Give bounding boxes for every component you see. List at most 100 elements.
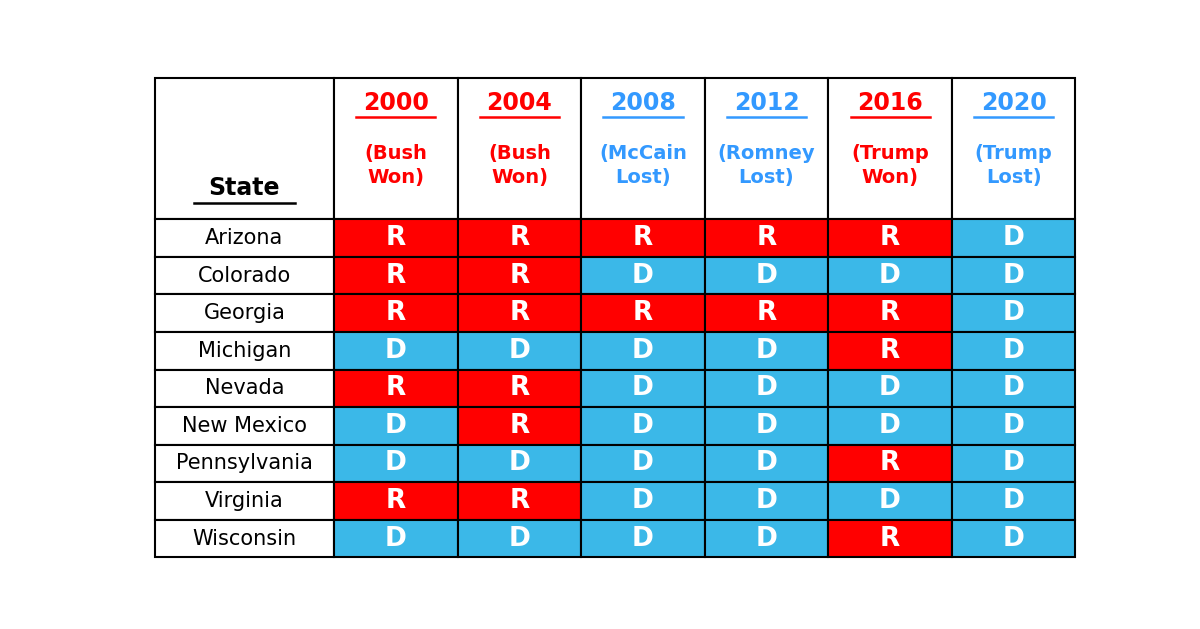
Text: D: D — [385, 338, 407, 364]
Bar — [457, 257, 581, 294]
Text: D: D — [756, 450, 778, 477]
Bar — [581, 220, 704, 257]
Bar — [704, 78, 828, 220]
Text: R: R — [880, 450, 900, 477]
Text: R: R — [632, 300, 653, 326]
Text: Nevada: Nevada — [205, 379, 284, 398]
Bar — [704, 445, 828, 482]
Bar — [334, 482, 457, 520]
Text: D: D — [1003, 413, 1025, 439]
Bar — [334, 220, 457, 257]
Bar — [952, 482, 1075, 520]
Text: D: D — [756, 526, 778, 552]
Text: D: D — [632, 488, 654, 514]
Bar — [457, 294, 581, 332]
Text: State: State — [209, 176, 280, 200]
Bar — [952, 407, 1075, 445]
Text: D: D — [880, 376, 901, 401]
Bar — [581, 332, 704, 370]
Text: D: D — [1003, 376, 1025, 401]
Text: R: R — [880, 338, 900, 364]
Bar — [155, 482, 334, 520]
Text: D: D — [632, 526, 654, 552]
Text: Georgia: Georgia — [204, 303, 286, 323]
Bar — [828, 370, 952, 407]
Text: (McCain
Lost): (McCain Lost) — [599, 144, 686, 187]
Text: (Trump
Won): (Trump Won) — [851, 144, 929, 187]
Text: D: D — [509, 526, 530, 552]
Text: D: D — [1003, 300, 1025, 326]
Bar — [155, 520, 334, 557]
Bar — [828, 294, 952, 332]
Text: R: R — [632, 225, 653, 251]
Bar — [581, 407, 704, 445]
Text: D: D — [756, 413, 778, 439]
Bar — [457, 482, 581, 520]
Text: R: R — [509, 225, 529, 251]
Bar — [704, 257, 828, 294]
Text: (Bush
Won): (Bush Won) — [365, 144, 427, 187]
Bar — [828, 407, 952, 445]
Text: (Bush
Won): (Bush Won) — [488, 144, 551, 187]
Text: 2004: 2004 — [487, 91, 552, 115]
Text: D: D — [1003, 526, 1025, 552]
Bar — [457, 370, 581, 407]
Text: R: R — [509, 263, 529, 289]
Bar — [457, 78, 581, 220]
Bar — [581, 294, 704, 332]
Bar — [334, 257, 457, 294]
Bar — [155, 370, 334, 407]
Bar — [581, 370, 704, 407]
Text: 2012: 2012 — [733, 91, 799, 115]
Bar — [155, 407, 334, 445]
Bar — [457, 520, 581, 557]
Text: R: R — [880, 526, 900, 552]
Bar — [581, 520, 704, 557]
Text: Pennsylvania: Pennsylvania — [176, 454, 313, 474]
Bar — [952, 294, 1075, 332]
Bar — [581, 482, 704, 520]
Text: Michigan: Michigan — [198, 341, 292, 361]
Text: D: D — [632, 263, 654, 289]
Text: 2016: 2016 — [857, 91, 923, 115]
Text: R: R — [386, 300, 406, 326]
Text: D: D — [756, 263, 778, 289]
Text: R: R — [880, 300, 900, 326]
Bar — [952, 78, 1075, 220]
Bar — [828, 78, 952, 220]
Bar — [952, 332, 1075, 370]
Bar — [334, 445, 457, 482]
Text: D: D — [756, 376, 778, 401]
Text: Arizona: Arizona — [205, 228, 283, 248]
Text: R: R — [509, 300, 529, 326]
Text: D: D — [756, 488, 778, 514]
Bar — [828, 220, 952, 257]
Bar — [155, 78, 334, 220]
Text: R: R — [386, 376, 406, 401]
Bar — [457, 332, 581, 370]
Text: D: D — [880, 413, 901, 439]
Text: D: D — [632, 413, 654, 439]
Bar — [828, 482, 952, 520]
Bar — [828, 332, 952, 370]
Text: R: R — [880, 225, 900, 251]
Bar — [704, 332, 828, 370]
Bar — [952, 520, 1075, 557]
Text: D: D — [1003, 488, 1025, 514]
Text: R: R — [756, 300, 776, 326]
Bar — [952, 220, 1075, 257]
Bar — [704, 294, 828, 332]
Bar — [334, 370, 457, 407]
Bar — [457, 407, 581, 445]
Text: R: R — [509, 413, 529, 439]
Text: D: D — [632, 338, 654, 364]
Bar — [828, 445, 952, 482]
Text: 2000: 2000 — [364, 91, 428, 115]
Bar — [334, 294, 457, 332]
Bar — [155, 294, 334, 332]
Bar — [155, 220, 334, 257]
Text: D: D — [880, 263, 901, 289]
Text: R: R — [509, 376, 529, 401]
Text: D: D — [1003, 263, 1025, 289]
Text: (Romney
Lost): (Romney Lost) — [718, 144, 815, 187]
